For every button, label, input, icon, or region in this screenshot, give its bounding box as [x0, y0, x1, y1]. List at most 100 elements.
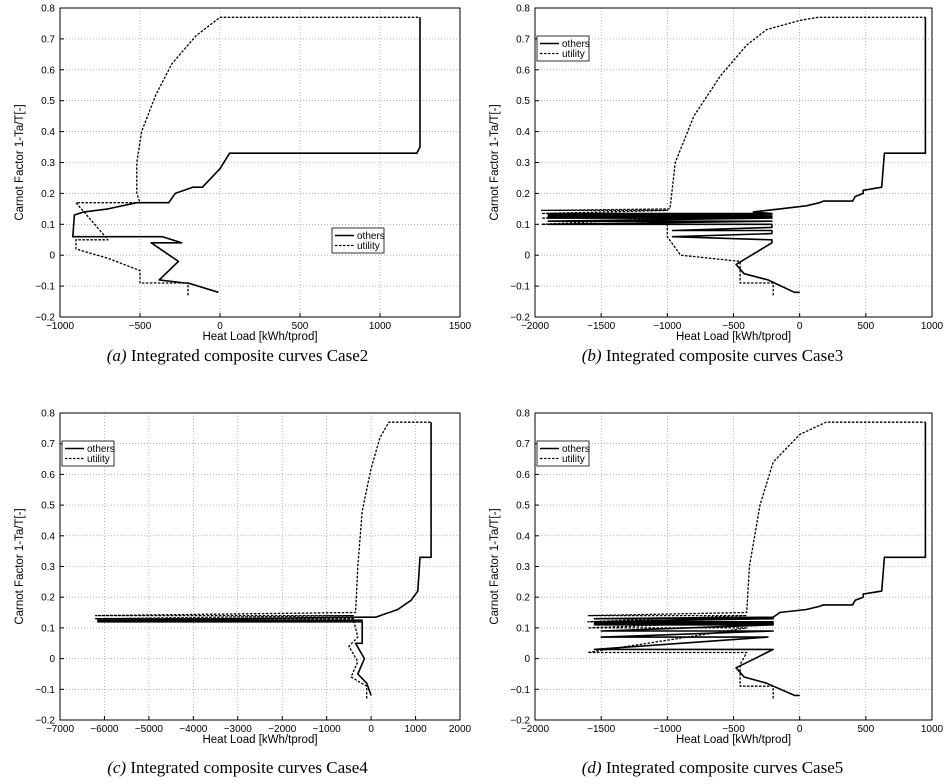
y-tick-label: 0.3 [516, 158, 530, 169]
legend-label-others: others [562, 444, 590, 455]
series-utility [587, 421, 926, 699]
y-tick-label: 0 [49, 654, 55, 665]
y-tick-label: 0.6 [41, 65, 55, 76]
y-tick-label: −0.2 [35, 313, 55, 324]
y-tick-label: −0.1 [510, 685, 530, 696]
caption-label: (b) [581, 346, 602, 365]
y-tick-label: 0.7 [516, 439, 530, 450]
caption-b: (b) Integrated composite curves Case3 [475, 346, 950, 366]
x-tick-label: −6000 [90, 724, 119, 735]
x-tick-label: −7000 [46, 724, 75, 735]
x-tick-label: −2000 [521, 321, 550, 332]
x-tick-label: −4000 [179, 724, 208, 735]
y-tick-label: 0.1 [41, 220, 55, 231]
x-tick-label: −500 [129, 321, 152, 332]
x-axis-label: Heat Load [kWh/tprod] [202, 331, 317, 343]
y-tick-label: 0.1 [516, 623, 530, 634]
x-tick-label: −500 [722, 724, 745, 735]
caption-text: Integrated composite curves Case4 [130, 758, 368, 777]
y-tick-label: 0.7 [41, 34, 55, 45]
caption-text: Integrated composite curves Case2 [130, 346, 369, 365]
x-tick-label: −2000 [521, 724, 550, 735]
y-tick-label: 0.3 [41, 158, 55, 169]
x-tick-label: −1000 [653, 321, 682, 332]
y-tick-label: −0.1 [510, 282, 530, 293]
x-tick-label: −1500 [587, 321, 616, 332]
x-tick-label: −1500 [587, 724, 616, 735]
x-tick-label: 1500 [449, 321, 472, 332]
y-axis-label: Carnot Factor 1-Ta/T[-] [14, 104, 26, 220]
series-others [97, 422, 432, 696]
legend-label-utility: utility [357, 241, 380, 252]
y-tick-label: 0.5 [41, 96, 55, 107]
x-tick-label: 1000 [369, 321, 392, 332]
series-others [593, 422, 927, 697]
legend-box [61, 440, 115, 467]
y-tick-label: 0 [524, 251, 530, 262]
y-tick-label: 0.4 [41, 127, 55, 138]
y-tick-label: 0.4 [516, 531, 530, 542]
legend-box [536, 440, 590, 467]
y-tick-label: 0.4 [41, 531, 55, 542]
x-tick-label: 0 [797, 321, 803, 332]
x-tick-label: −1000 [653, 724, 682, 735]
x-tick-label: 1000 [921, 321, 944, 332]
y-tick-label: 0.6 [41, 470, 55, 481]
y-tick-label: 0.5 [516, 501, 530, 512]
caption-a: (a) Integrated composite curves Case2 [0, 346, 475, 366]
legend-box [536, 35, 590, 62]
y-tick-label: 0.2 [41, 189, 55, 200]
caption-label: (a) [106, 346, 127, 365]
y-tick-label: 0.3 [41, 562, 55, 573]
x-tick-label: 0 [217, 321, 223, 332]
y-tick-label: 0 [524, 654, 530, 665]
x-tick-label: −3000 [224, 724, 253, 735]
x-tick-label: 1000 [404, 724, 427, 735]
panel-a: −1000 −500 0 500 1000 1500 −0.2 −0.1 0 0.1 0.2 0.3 0… [14, 4, 472, 344]
series-utility [540, 16, 926, 296]
caption-label: (d) [581, 758, 602, 777]
y-axis-label: Carnot Factor 1-Ta/T[-] [489, 104, 501, 220]
y-tick-label: 0.7 [41, 439, 55, 450]
y-tick-label: 0.8 [516, 4, 530, 15]
x-tick-label: −2000 [268, 724, 297, 735]
x-tick-label: 500 [292, 321, 309, 332]
x-tick-label: 2000 [449, 724, 472, 735]
x-tick-label: −5000 [135, 724, 164, 735]
y-axis-label: Carnot Factor 1-Ta/T[-] [489, 508, 501, 624]
series-others [72, 17, 421, 294]
y-tick-label: 0.1 [41, 623, 55, 634]
x-axis-label: Heat Load [kWh/tprod] [202, 734, 317, 746]
legend-label-utility: utility [562, 49, 585, 60]
y-tick-label: −0.1 [35, 282, 55, 293]
y-tick-label: −0.2 [35, 716, 55, 727]
y-tick-label: 0.3 [516, 562, 530, 573]
x-tick-label: −1000 [46, 321, 75, 332]
y-tick-label: 0.1 [516, 220, 530, 231]
legend-box [331, 227, 385, 254]
series-others [547, 17, 927, 294]
x-tick-label: 1000 [921, 724, 944, 735]
x-axis-label: Heat Load [kWh/tprod] [676, 734, 791, 746]
y-tick-label: 0.8 [516, 409, 530, 420]
y-tick-label: 0.2 [41, 593, 55, 604]
series-utility [75, 16, 420, 296]
y-tick-label: 0.6 [516, 470, 530, 481]
y-tick-label: 0.2 [516, 593, 530, 604]
caption-d: (d) Integrated composite curves Case5 [475, 758, 950, 778]
y-tick-label: 0.8 [41, 409, 55, 420]
y-tick-label: 0 [49, 251, 55, 262]
x-tick-label: −1000 [313, 724, 342, 735]
series-utility [94, 421, 432, 699]
y-tick-label: 0.5 [41, 501, 55, 512]
panel-d: −2000 −1500 −1000 −500 0 500 1000 −0.2 −0.1 0 0.1 0… [489, 409, 944, 747]
y-tick-label: 0.6 [516, 65, 530, 76]
legend-label-utility: utility [87, 454, 110, 465]
legend-label-others: others [87, 444, 115, 455]
x-tick-label: 500 [857, 321, 874, 332]
caption-text: Integrated composite curves Case3 [605, 346, 844, 365]
x-tick-label: 0 [368, 724, 374, 735]
y-tick-label: −0.2 [510, 716, 530, 727]
y-tick-label: 0.7 [516, 34, 530, 45]
